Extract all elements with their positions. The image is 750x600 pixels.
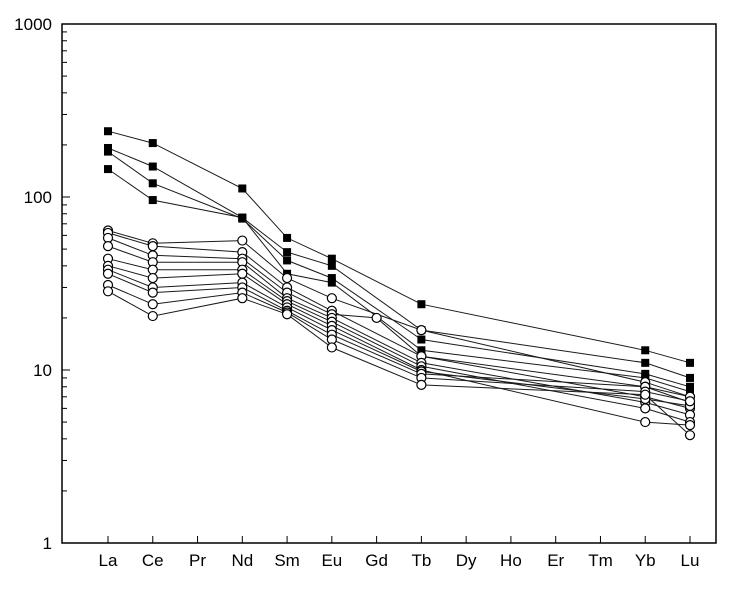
data-point xyxy=(237,293,248,304)
x-tick-label: Nd xyxy=(231,551,253,570)
series-line xyxy=(107,284,691,402)
data-point xyxy=(238,184,247,193)
data-point xyxy=(102,268,114,279)
y-tick-label: 1 xyxy=(43,534,52,553)
data-point xyxy=(684,396,696,407)
data-point xyxy=(281,309,293,320)
data-point xyxy=(327,254,336,263)
data-point xyxy=(104,147,112,156)
data-point xyxy=(237,235,248,246)
data-point xyxy=(417,300,426,309)
data-point xyxy=(283,256,292,265)
data-point xyxy=(640,416,651,428)
data-point xyxy=(417,335,426,344)
x-tick-label: Pr xyxy=(189,551,206,570)
data-point xyxy=(238,213,247,222)
x-tick-label: La xyxy=(99,551,118,570)
data-point xyxy=(686,387,694,396)
series-line xyxy=(107,151,691,388)
series-line xyxy=(107,273,691,398)
data-point xyxy=(283,248,292,257)
data-point xyxy=(641,346,650,355)
y-axis: 1 10 100 1000 xyxy=(14,15,70,553)
data-point xyxy=(326,293,337,304)
data-point xyxy=(686,358,694,367)
series-group xyxy=(102,127,696,441)
data-point xyxy=(102,241,114,252)
series-line xyxy=(107,269,691,407)
y-tick-label: 100 xyxy=(24,188,52,207)
plot-frame xyxy=(61,23,717,544)
data-point xyxy=(326,342,337,353)
x-tick-label: Lu xyxy=(681,551,700,570)
data-point xyxy=(416,379,427,391)
x-axis: La Ce Pr Nd Sm Eu Gd Tb Dy Ho Er Tm Yb Lu xyxy=(99,536,700,570)
data-point xyxy=(147,241,158,252)
data-point xyxy=(640,403,651,414)
data-point xyxy=(686,373,694,382)
data-point xyxy=(371,312,382,324)
data-point xyxy=(237,268,248,279)
x-tick-label: Gd xyxy=(365,551,388,570)
data-point xyxy=(148,162,157,171)
data-point xyxy=(147,310,158,322)
x-tick-label: Ho xyxy=(500,551,522,570)
x-tick-label: Yb xyxy=(635,551,656,570)
x-tick-label: Er xyxy=(547,551,564,570)
x-tick-label: Ce xyxy=(142,551,164,570)
data-point xyxy=(147,264,158,275)
data-point xyxy=(148,179,157,188)
x-tick-label: Sm xyxy=(274,551,300,570)
series-line xyxy=(107,230,691,398)
data-point xyxy=(147,287,158,298)
x-tick-label: Tb xyxy=(411,551,431,570)
data-point xyxy=(641,369,650,378)
data-point xyxy=(102,286,114,297)
series-line xyxy=(107,258,691,423)
data-point xyxy=(640,389,651,400)
data-point xyxy=(641,358,650,367)
data-point xyxy=(416,325,427,336)
data-point xyxy=(104,127,112,136)
data-point xyxy=(283,233,292,242)
data-point xyxy=(148,196,157,205)
data-point xyxy=(147,272,158,284)
series-line xyxy=(107,245,691,416)
data-point xyxy=(684,430,696,441)
series-line xyxy=(107,265,691,426)
series-line xyxy=(107,168,691,393)
data-point xyxy=(104,165,112,174)
data-point xyxy=(327,274,336,283)
y-tick-label: 1000 xyxy=(14,15,52,34)
y-tick-label: 10 xyxy=(33,361,52,380)
series-line xyxy=(107,232,691,403)
data-point xyxy=(281,272,293,284)
series-line xyxy=(107,237,691,409)
x-tick-label: Tm xyxy=(588,551,613,570)
data-point xyxy=(147,299,158,310)
x-tick-label: Dy xyxy=(456,551,477,570)
data-point xyxy=(148,139,157,148)
series-line xyxy=(107,130,691,364)
x-tick-label: Eu xyxy=(321,551,342,570)
data-point xyxy=(327,261,336,270)
data-point xyxy=(417,346,426,355)
series-line xyxy=(107,290,691,436)
data-point xyxy=(686,382,694,391)
data-point xyxy=(327,278,336,287)
data-point xyxy=(684,420,696,431)
series-line xyxy=(107,147,691,379)
